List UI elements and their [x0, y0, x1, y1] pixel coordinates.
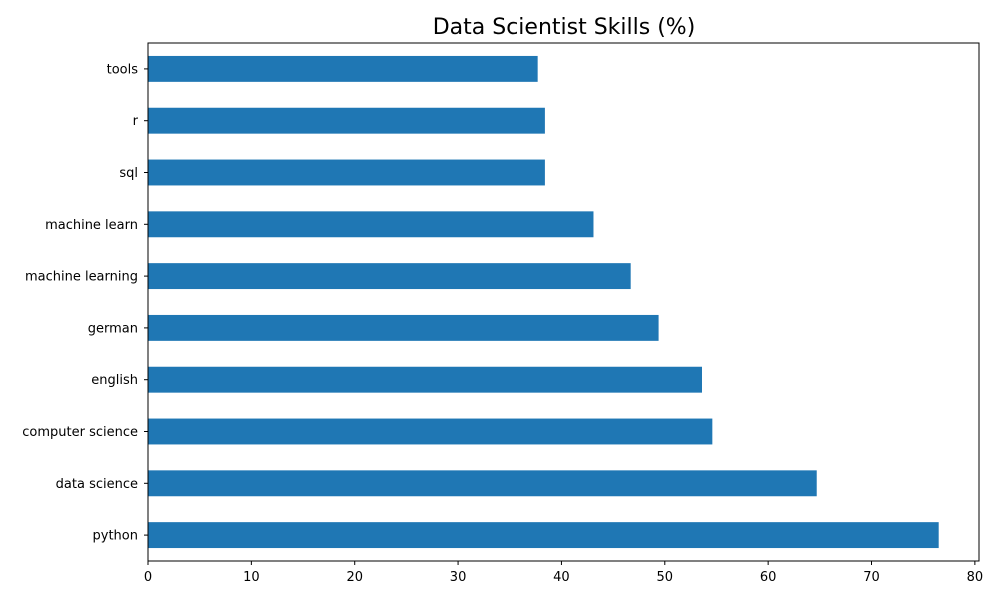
x-tick-label: 70: [863, 570, 880, 585]
y-tick-label: tools: [107, 62, 139, 77]
bar-computer-science: [148, 418, 713, 445]
x-tick-label: 0: [144, 570, 152, 585]
y-tick-label: german: [88, 321, 138, 336]
bar-python: [148, 522, 939, 549]
y-tick-label: python: [93, 529, 138, 544]
x-tick-label: 40: [553, 570, 570, 585]
y-tick-label: english: [91, 373, 138, 388]
y-tick-label: sql: [119, 166, 138, 181]
x-axis-ticks: 0 10 20 30 40 50 60 70 80: [144, 561, 983, 585]
x-tick-label: 80: [967, 570, 984, 585]
bar-tools: [148, 55, 538, 82]
y-tick-label: r: [133, 114, 139, 129]
y-axis-ticks: python data science computer science englis…: [22, 62, 148, 544]
bar-machine-learning: [148, 263, 631, 290]
chart-title: Data Scientist Skills (%): [433, 15, 696, 40]
bar-german: [148, 314, 659, 341]
y-tick-label: machine learn: [45, 218, 138, 233]
bar-machine-learn: [148, 211, 594, 238]
x-tick-label: 60: [760, 570, 777, 585]
plot-area-frame: [147, 42, 980, 562]
x-tick-label: 30: [450, 570, 467, 585]
bar-english: [148, 366, 702, 393]
bar-r: [148, 107, 545, 134]
y-tick-label: data science: [56, 477, 138, 492]
x-tick-label: 10: [243, 570, 260, 585]
bar-data-science: [148, 470, 817, 497]
bar-sql: [148, 159, 545, 186]
y-tick-label: computer science: [22, 425, 138, 440]
bars-group: [148, 55, 939, 549]
x-tick-label: 50: [657, 570, 674, 585]
x-tick-label: 20: [346, 570, 363, 585]
y-tick-label: machine learning: [25, 270, 138, 285]
